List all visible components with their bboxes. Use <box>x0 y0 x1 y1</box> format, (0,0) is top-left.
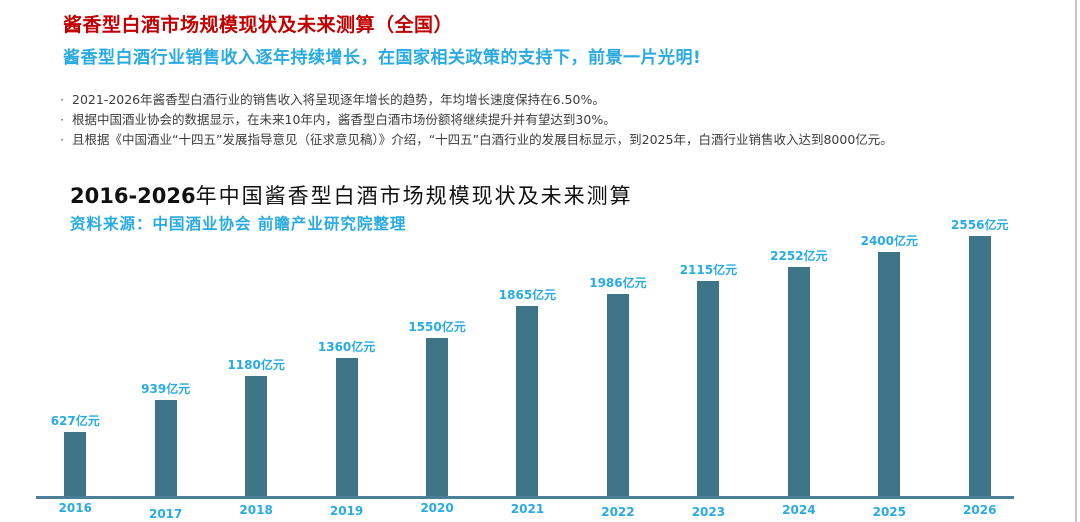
x-axis-tick-label: 2020 <box>420 501 454 515</box>
bar-slot: 627亿元 <box>30 412 120 496</box>
x-axis-tick-label: 2022 <box>601 505 635 519</box>
bullet-text: 根据中国酒业协会的数据显示，在未来10年内，酱香型白酒市场份额将继续提升并有望达… <box>72 112 616 127</box>
bullet-text: 且根据《中国酒业“十四五”发展指导意见（征求意见稿）》介绍，“十四五”白酒行业的… <box>72 132 893 147</box>
bar-value-label: 2252亿元 <box>770 249 828 263</box>
bar-slot: 1180亿元 <box>211 356 301 496</box>
bar-slot: 939亿元 <box>120 380 210 496</box>
x-axis-tick-label: 2023 <box>691 505 726 519</box>
chart-title-text: 年中国酱香型白酒市场规模现状及未来测算 <box>195 184 633 208</box>
chart-source: 资料来源：中国酒业协会 前瞻产业研究院整理 <box>70 215 407 233</box>
page-subtitle: 酱香型白酒行业销售收入逐年持续增长，在国家相关政策的支持下，前景一片光明! <box>63 48 702 68</box>
bar-value-label: 1360亿元 <box>317 340 376 354</box>
bar-slot: 2252亿元 <box>754 247 844 496</box>
bar-value-label: 939亿元 <box>141 382 191 396</box>
chart-bar <box>878 252 901 496</box>
x-axis-tick-label: 2025 <box>872 505 906 519</box>
x-axis-line <box>36 496 1014 499</box>
chart-title: 2016-2026年中国酱香型白酒市场规模现状及未来测算 <box>70 180 633 210</box>
chart-title-years: 2016-2026 <box>70 184 196 208</box>
bar-value-label: 2400亿元 <box>860 234 918 248</box>
bullet-item: · 且根据《中国酒业“十四五”发展指导意见（征求意见稿）》介绍，“十四五”白酒行… <box>60 130 893 150</box>
x-axis-tick-label: 2018 <box>239 503 273 517</box>
chart-bar <box>606 294 629 496</box>
chart-bar <box>335 358 358 496</box>
bar-value-label: 2115亿元 <box>679 263 738 277</box>
x-axis-tick-label: 2024 <box>782 503 816 517</box>
x-axis-ticks: 2016 2017 2018 2019 2020 2021 2022 2023 2024 2025… <box>30 501 1025 521</box>
x-axis-tick-label: 2016 <box>58 501 92 515</box>
bar-value-label: 1865亿元 <box>498 288 557 302</box>
bar-slot: 1360亿元 <box>301 338 391 496</box>
bar-value-label: 1180亿元 <box>227 358 285 372</box>
x-axis-tick-label: 2021 <box>510 502 545 516</box>
right-edge-divider <box>1075 0 1077 522</box>
page-title: 酱香型白酒市场规模现状及未来测算（全国） <box>63 14 454 36</box>
bullet-item: · 根据中国酒业协会的数据显示，在未来10年内，酱香型白酒市场份额将继续提升并有… <box>60 110 893 130</box>
bar-value-label: 2556亿元 <box>951 218 1009 232</box>
bar-slot: 1865亿元 <box>482 286 572 496</box>
bullet-text: 2021-2026年酱香型白酒行业的销售收入将呈现逐年增长的趋势，年均增长速度保… <box>72 92 605 107</box>
chart-bar <box>245 376 268 496</box>
bullet-list: · 2021-2026年酱香型白酒行业的销售收入将呈现逐年增长的趋势，年均增长速… <box>60 90 893 150</box>
bar-slot: 1986亿元 <box>573 274 663 496</box>
x-axis-tick-label: 2017 <box>148 507 183 521</box>
bullet-item: · 2021-2026年酱香型白酒行业的销售收入将呈现逐年增长的趋势，年均增长速… <box>60 90 893 110</box>
bar-slot: 2115亿元 <box>663 261 753 496</box>
bar-slot: 2400亿元 <box>844 232 934 496</box>
bar-value-label: 627亿元 <box>50 414 100 428</box>
bar-slot: 1550亿元 <box>392 318 482 496</box>
chart-bar <box>426 338 449 496</box>
bullet-marker-icon: · <box>60 132 64 147</box>
chart-bar <box>968 236 991 496</box>
chart-bar <box>154 400 177 496</box>
x-axis-tick-label: 2019 <box>329 504 364 518</box>
bar-value-label: 1986亿元 <box>589 276 647 290</box>
bullet-marker-icon: · <box>60 92 64 107</box>
chart-bar <box>64 432 87 496</box>
bullet-marker-icon: · <box>60 112 64 127</box>
chart-bar <box>697 281 720 496</box>
chart-bar <box>516 306 539 496</box>
bar-chart: 627亿元 939亿元 1180亿元 1360亿元 1550亿元 1865亿元 1986亿元… <box>30 208 1025 496</box>
chart-bar <box>787 267 810 496</box>
bar-slot: 2556亿元 <box>935 216 1025 496</box>
x-axis-tick-label: 2026 <box>963 503 997 517</box>
bar-value-label: 1550亿元 <box>408 320 466 334</box>
